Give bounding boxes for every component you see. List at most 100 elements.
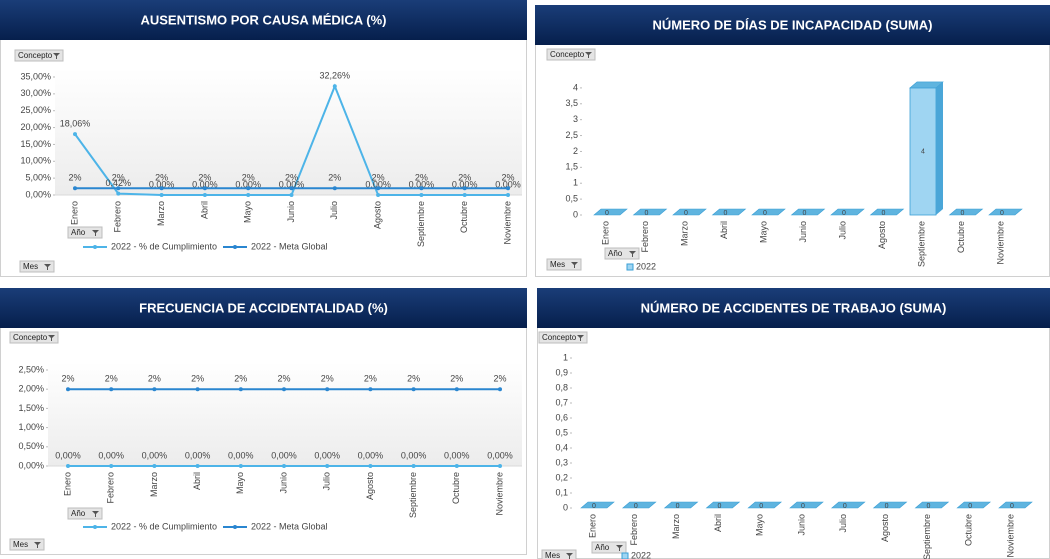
point-marker: [498, 464, 502, 468]
filter-button-label: Mes: [13, 540, 28, 549]
filter-button[interactable]: Año: [604, 247, 640, 260]
y-tick-label: 5,00%: [25, 173, 51, 183]
y-tick-label: 2,50%: [18, 364, 44, 374]
data-label: 2%: [68, 173, 81, 183]
legend-label: 2022 - % de Cumplimiento: [111, 241, 217, 251]
filter-button[interactable]: Concepto: [546, 48, 596, 61]
filter-button-label: Concepto: [13, 333, 48, 342]
data-label: 0,00%: [228, 450, 254, 460]
data-label: 0: [645, 210, 649, 217]
point-marker: [202, 193, 207, 197]
filter-button[interactable]: Concepto: [14, 49, 64, 62]
filter-button[interactable]: Concepto: [9, 331, 59, 344]
point-marker: [152, 387, 157, 392]
bar-side: [936, 81, 943, 215]
filter-icon: [571, 262, 578, 268]
data-label: 0,00%: [358, 450, 384, 460]
filter-button-label: Concepto: [18, 51, 53, 60]
filter-icon: [577, 335, 584, 341]
filter-button[interactable]: Año: [67, 507, 103, 520]
bar-top: [747, 501, 783, 509]
data-label: 2%: [61, 374, 74, 384]
x-tick-label: Agosto: [877, 221, 887, 249]
y-tick-label: 0,6: [555, 412, 568, 422]
bar-top: [663, 501, 699, 509]
filter-button-bg: [591, 541, 627, 554]
chart-panel: NÚMERO DE ACCIDENTES DE TRABAJO (SUMA) Co…: [537, 288, 1050, 559]
point-marker: [282, 464, 286, 468]
y-tick-label: 0,7: [555, 397, 568, 407]
filter-icon: [48, 335, 55, 341]
filter-button-bg: [14, 49, 64, 62]
filter-button[interactable]: Concepto: [538, 331, 588, 344]
legend-marker: [233, 245, 237, 249]
x-tick-label: Abril: [719, 221, 729, 239]
y-tick-label: 0,3: [555, 457, 568, 467]
data-label: 0: [926, 503, 930, 510]
filter-button-label: Mes: [545, 551, 560, 559]
point-marker: [506, 193, 510, 197]
title-bar: [0, 288, 527, 328]
x-tick-label: Noviembre: [502, 201, 512, 245]
data-label: 2%: [155, 173, 168, 183]
legend-label: 2022: [636, 261, 656, 271]
data-label: 0,00%: [365, 179, 391, 189]
point-marker: [246, 193, 251, 197]
point-marker: [282, 387, 286, 392]
x-tick-label: Junio: [286, 201, 296, 223]
filter-button[interactable]: Año: [67, 226, 103, 239]
y-tick-label: 1: [573, 178, 578, 188]
x-tick-label: Noviembre: [494, 472, 504, 516]
filter-button[interactable]: Mes: [546, 258, 582, 271]
x-tick-label: Octubre: [459, 201, 469, 233]
data-label: 0: [1010, 503, 1014, 510]
data-label: 0,00%: [98, 450, 124, 460]
filter-button-bg: [604, 247, 640, 260]
data-label: 0: [885, 503, 889, 510]
y-tick-label: 1,50%: [18, 403, 44, 413]
point-marker: [159, 186, 164, 191]
point-marker: [109, 387, 114, 392]
filter-button[interactable]: Mes: [9, 538, 45, 551]
data-label: 0,00%: [192, 179, 218, 189]
data-label: 0: [605, 210, 609, 217]
data-label: 0: [1000, 210, 1004, 217]
y-tick-label: 0,00%: [25, 189, 51, 199]
bar-top: [621, 501, 657, 509]
y-tick-label: 0,2: [555, 472, 568, 482]
bar: [909, 87, 937, 216]
chart-title: FRECUENCIA DE ACCIDENTALIDAD (%): [139, 300, 388, 315]
point-marker: [289, 193, 294, 197]
panel-border: [535, 5, 1050, 277]
point-marker: [246, 186, 251, 191]
y-tick-label: 2,00%: [18, 384, 44, 394]
y-tick-label: 30,00%: [20, 88, 51, 98]
x-tick-label: Enero: [62, 472, 72, 496]
y-tick-label: 0,4: [555, 442, 568, 452]
data-label: 0,00%: [142, 450, 168, 460]
filter-button[interactable]: Mes: [541, 549, 577, 559]
data-label: 0,00%: [444, 450, 470, 460]
filter-button-label: Año: [595, 543, 610, 552]
legend-swatch: [626, 263, 634, 271]
point-marker: [332, 84, 337, 89]
y-tick-label: 20,00%: [20, 122, 51, 132]
filter-button[interactable]: Mes: [19, 260, 55, 273]
data-label: 0: [724, 210, 728, 217]
x-tick-label: Marzo: [149, 472, 159, 497]
y-tick-label: 2: [573, 146, 578, 156]
point-marker: [376, 186, 381, 191]
chart-title: AUSENTISMO POR CAUSA MÉDICA (%): [140, 12, 386, 27]
point-marker: [419, 193, 424, 197]
filter-button[interactable]: Año: [591, 541, 627, 554]
data-label: 0,00%: [185, 450, 211, 460]
legend-marker: [93, 245, 97, 249]
data-label: 0,00%: [271, 450, 297, 460]
data-label: 0,00%: [401, 450, 427, 460]
point-marker: [159, 193, 164, 197]
chart-panel: FRECUENCIA DE ACCIDENTALIDAD (%) Concepto…: [0, 288, 527, 555]
y-tick-label: 2,5: [565, 130, 578, 140]
x-tick-label: Octubre: [451, 472, 461, 504]
y-tick-label: 3: [573, 114, 578, 124]
x-tick-label: Julio: [329, 201, 339, 220]
